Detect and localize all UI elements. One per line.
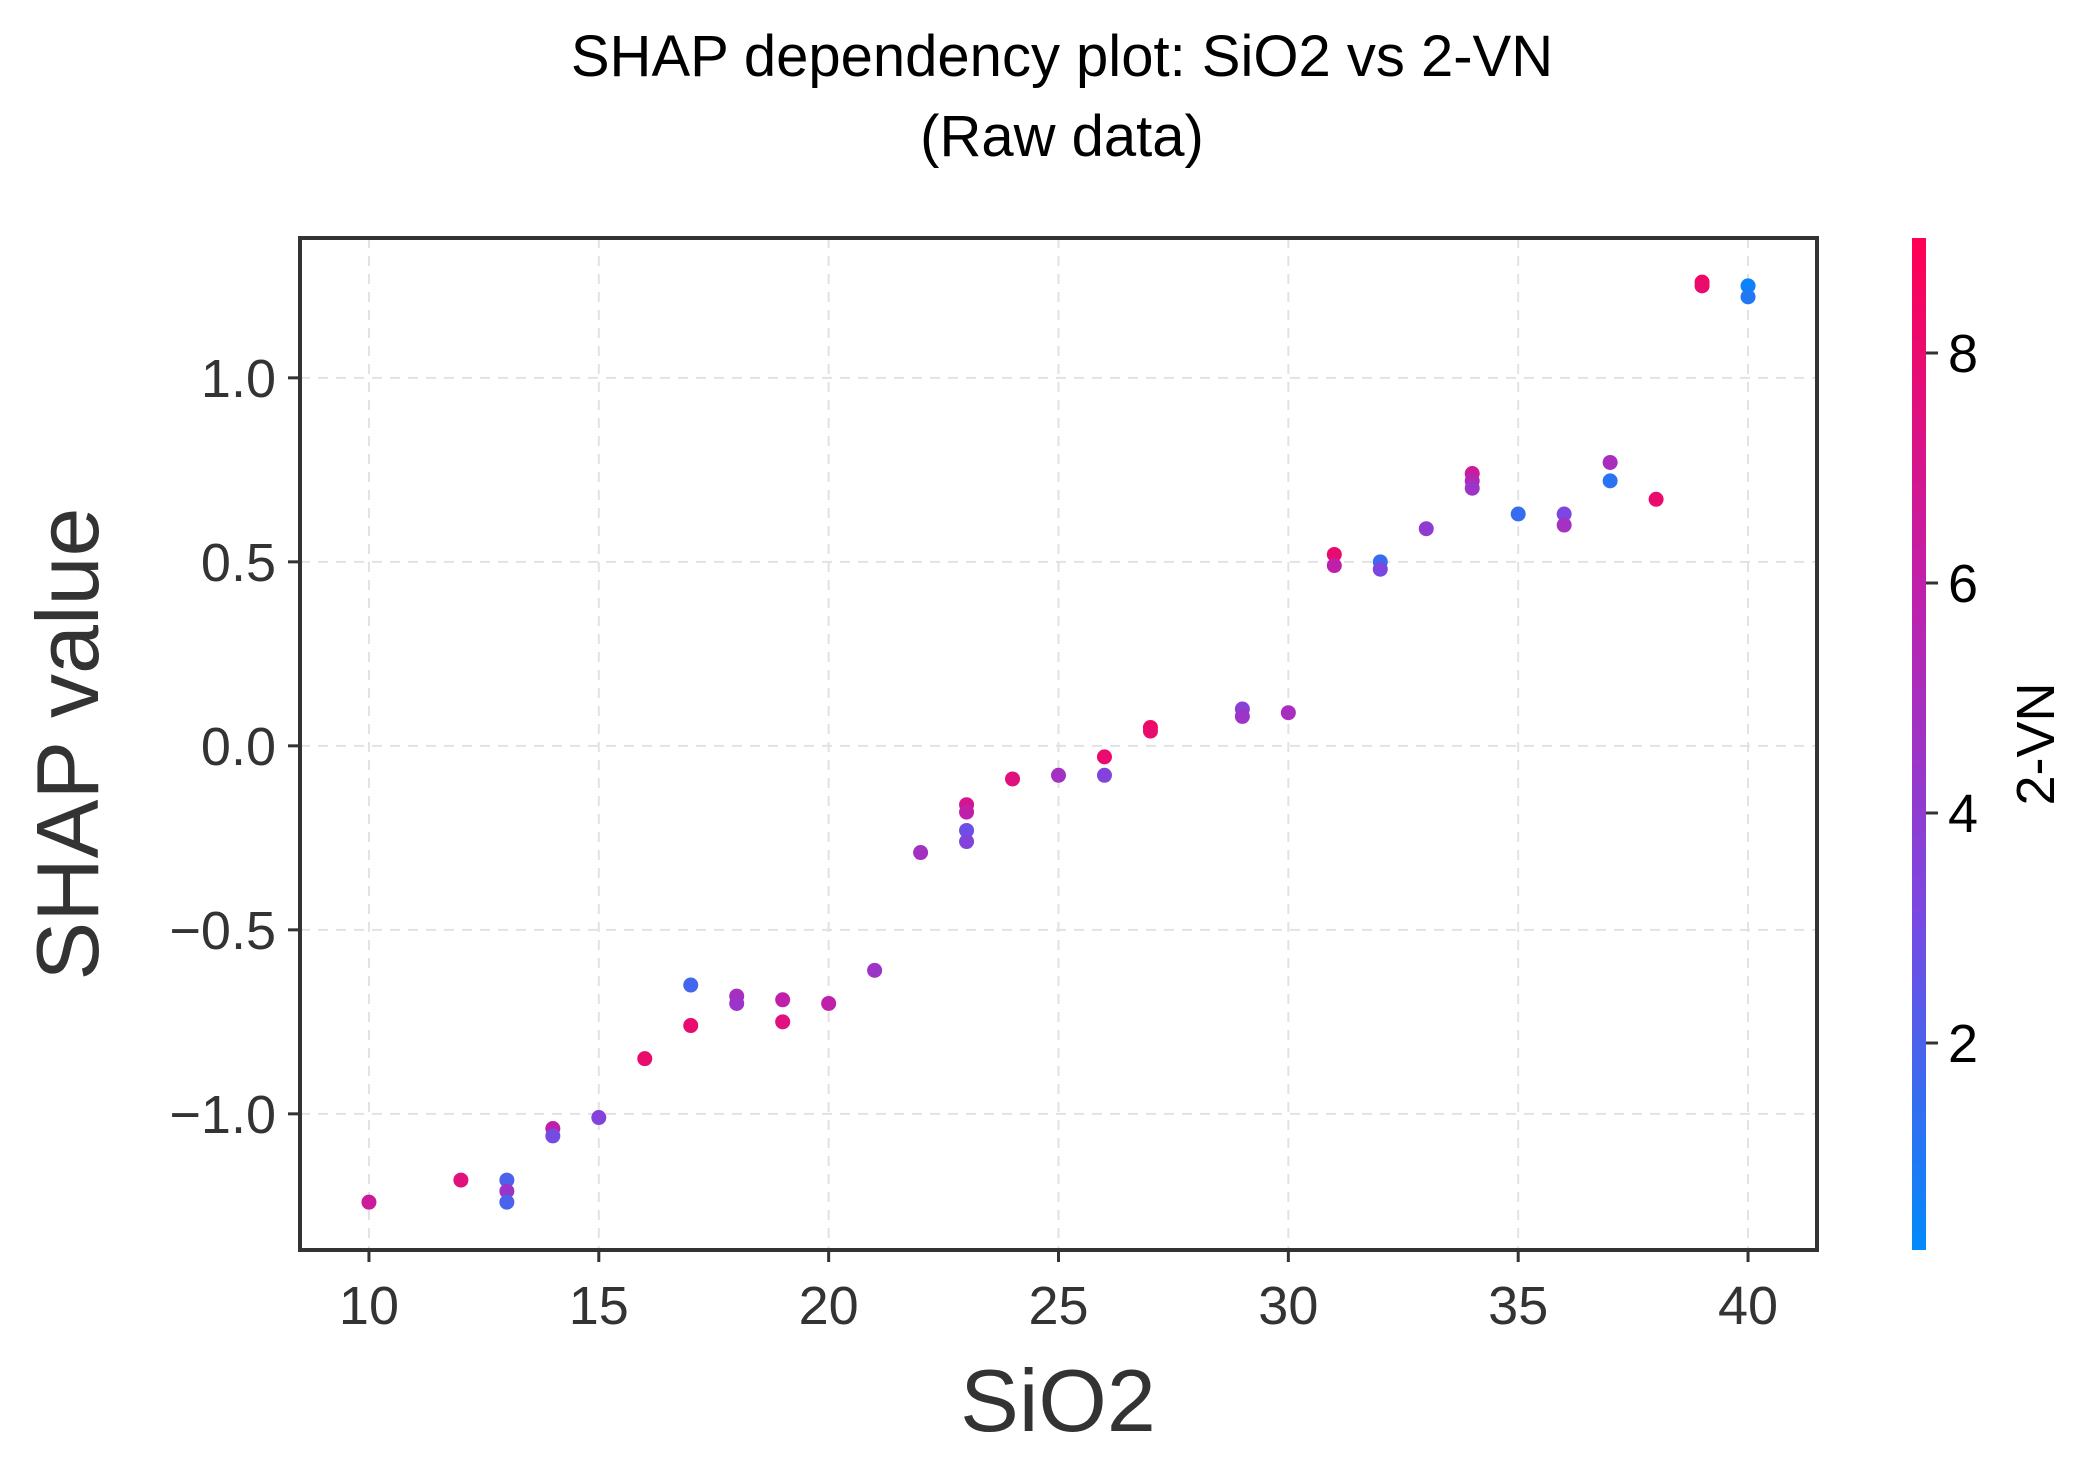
colorbar-tick-label: 4 [1948,784,1978,844]
scatter-point [959,834,975,850]
y-tick-label: 0.0 [201,717,276,777]
scatter-point [1326,546,1342,562]
scatter-point [775,992,791,1008]
x-axis-label: SiO2 [960,1351,1156,1450]
scatter-point [591,1110,607,1126]
scatter-point [1740,289,1756,305]
x-tick-label: 10 [339,1276,399,1336]
scatter-point [1234,708,1250,724]
y-tick-label: 1.0 [201,349,276,409]
scatter-point [1556,517,1572,533]
chart-title-line1: SHAP dependency plot: SiO2 vs 2-VN [571,24,1553,89]
scatter-point [499,1172,515,1188]
scatter-point [1740,278,1756,294]
x-tick-label: 40 [1718,1276,1778,1336]
colorbar-tick-label: 2 [1948,1014,1978,1074]
scatter-point [499,1183,515,1199]
axis-ticks: 10 15 20 25 30 35 40 1.0 0.5 0.0 −0.5 −1.0 [169,349,1778,1336]
scatter-point [683,977,699,993]
grid-lines [300,238,1817,1250]
x-tick-label: 15 [569,1276,629,1336]
scatter-point [1648,491,1664,507]
x-tick-label: 25 [1028,1276,1088,1336]
scatter-point [821,995,837,1011]
scatter-point [1005,771,1021,787]
scatter-point [1556,506,1572,522]
scatter-point [1510,506,1526,522]
x-tick-label: 30 [1258,1276,1318,1336]
scatter-point [1602,473,1618,489]
colorbar [1912,238,1926,1250]
scatter-point [499,1194,515,1210]
scatter-point [1418,521,1434,537]
y-tick-label: −1.0 [169,1085,276,1145]
scatter-point [1602,454,1618,470]
scatter-point [453,1172,469,1188]
scatter-point [1694,278,1710,294]
scatter-point [361,1194,377,1210]
colorbar-tick-label: 8 [1948,324,1978,384]
scatter-point [1280,705,1296,721]
scatter-point [959,804,975,820]
colorbar-ticks: 2 4 6 8 [1926,324,1978,1074]
scatter-point [1326,558,1342,574]
scatter-points [361,274,1756,1210]
scatter-point [545,1128,561,1144]
colorbar-label: 2-VN [2006,682,2066,805]
y-tick-label: 0.5 [201,533,276,593]
scatter-point [683,1018,699,1034]
scatter-point [1372,561,1388,577]
x-tick-label: 20 [799,1276,859,1336]
scatter-point [1096,767,1112,783]
scatter-point [867,962,883,978]
colorbar-tick-label: 6 [1948,554,1978,614]
scatter-point [959,822,975,838]
scatter-point [1096,749,1112,765]
scatter-point [775,1014,791,1030]
chart-title-line2: (Raw data) [920,104,1204,169]
scatter-point [913,845,929,861]
scatter-point [637,1051,653,1067]
scatter-point [1051,767,1066,783]
scatter-point [1142,723,1158,739]
scatter-point [1464,480,1480,496]
scatter-point [729,995,745,1011]
x-tick-label: 35 [1488,1276,1548,1336]
y-axis-label: SHAP value [18,508,117,981]
y-tick-label: −0.5 [169,901,276,961]
